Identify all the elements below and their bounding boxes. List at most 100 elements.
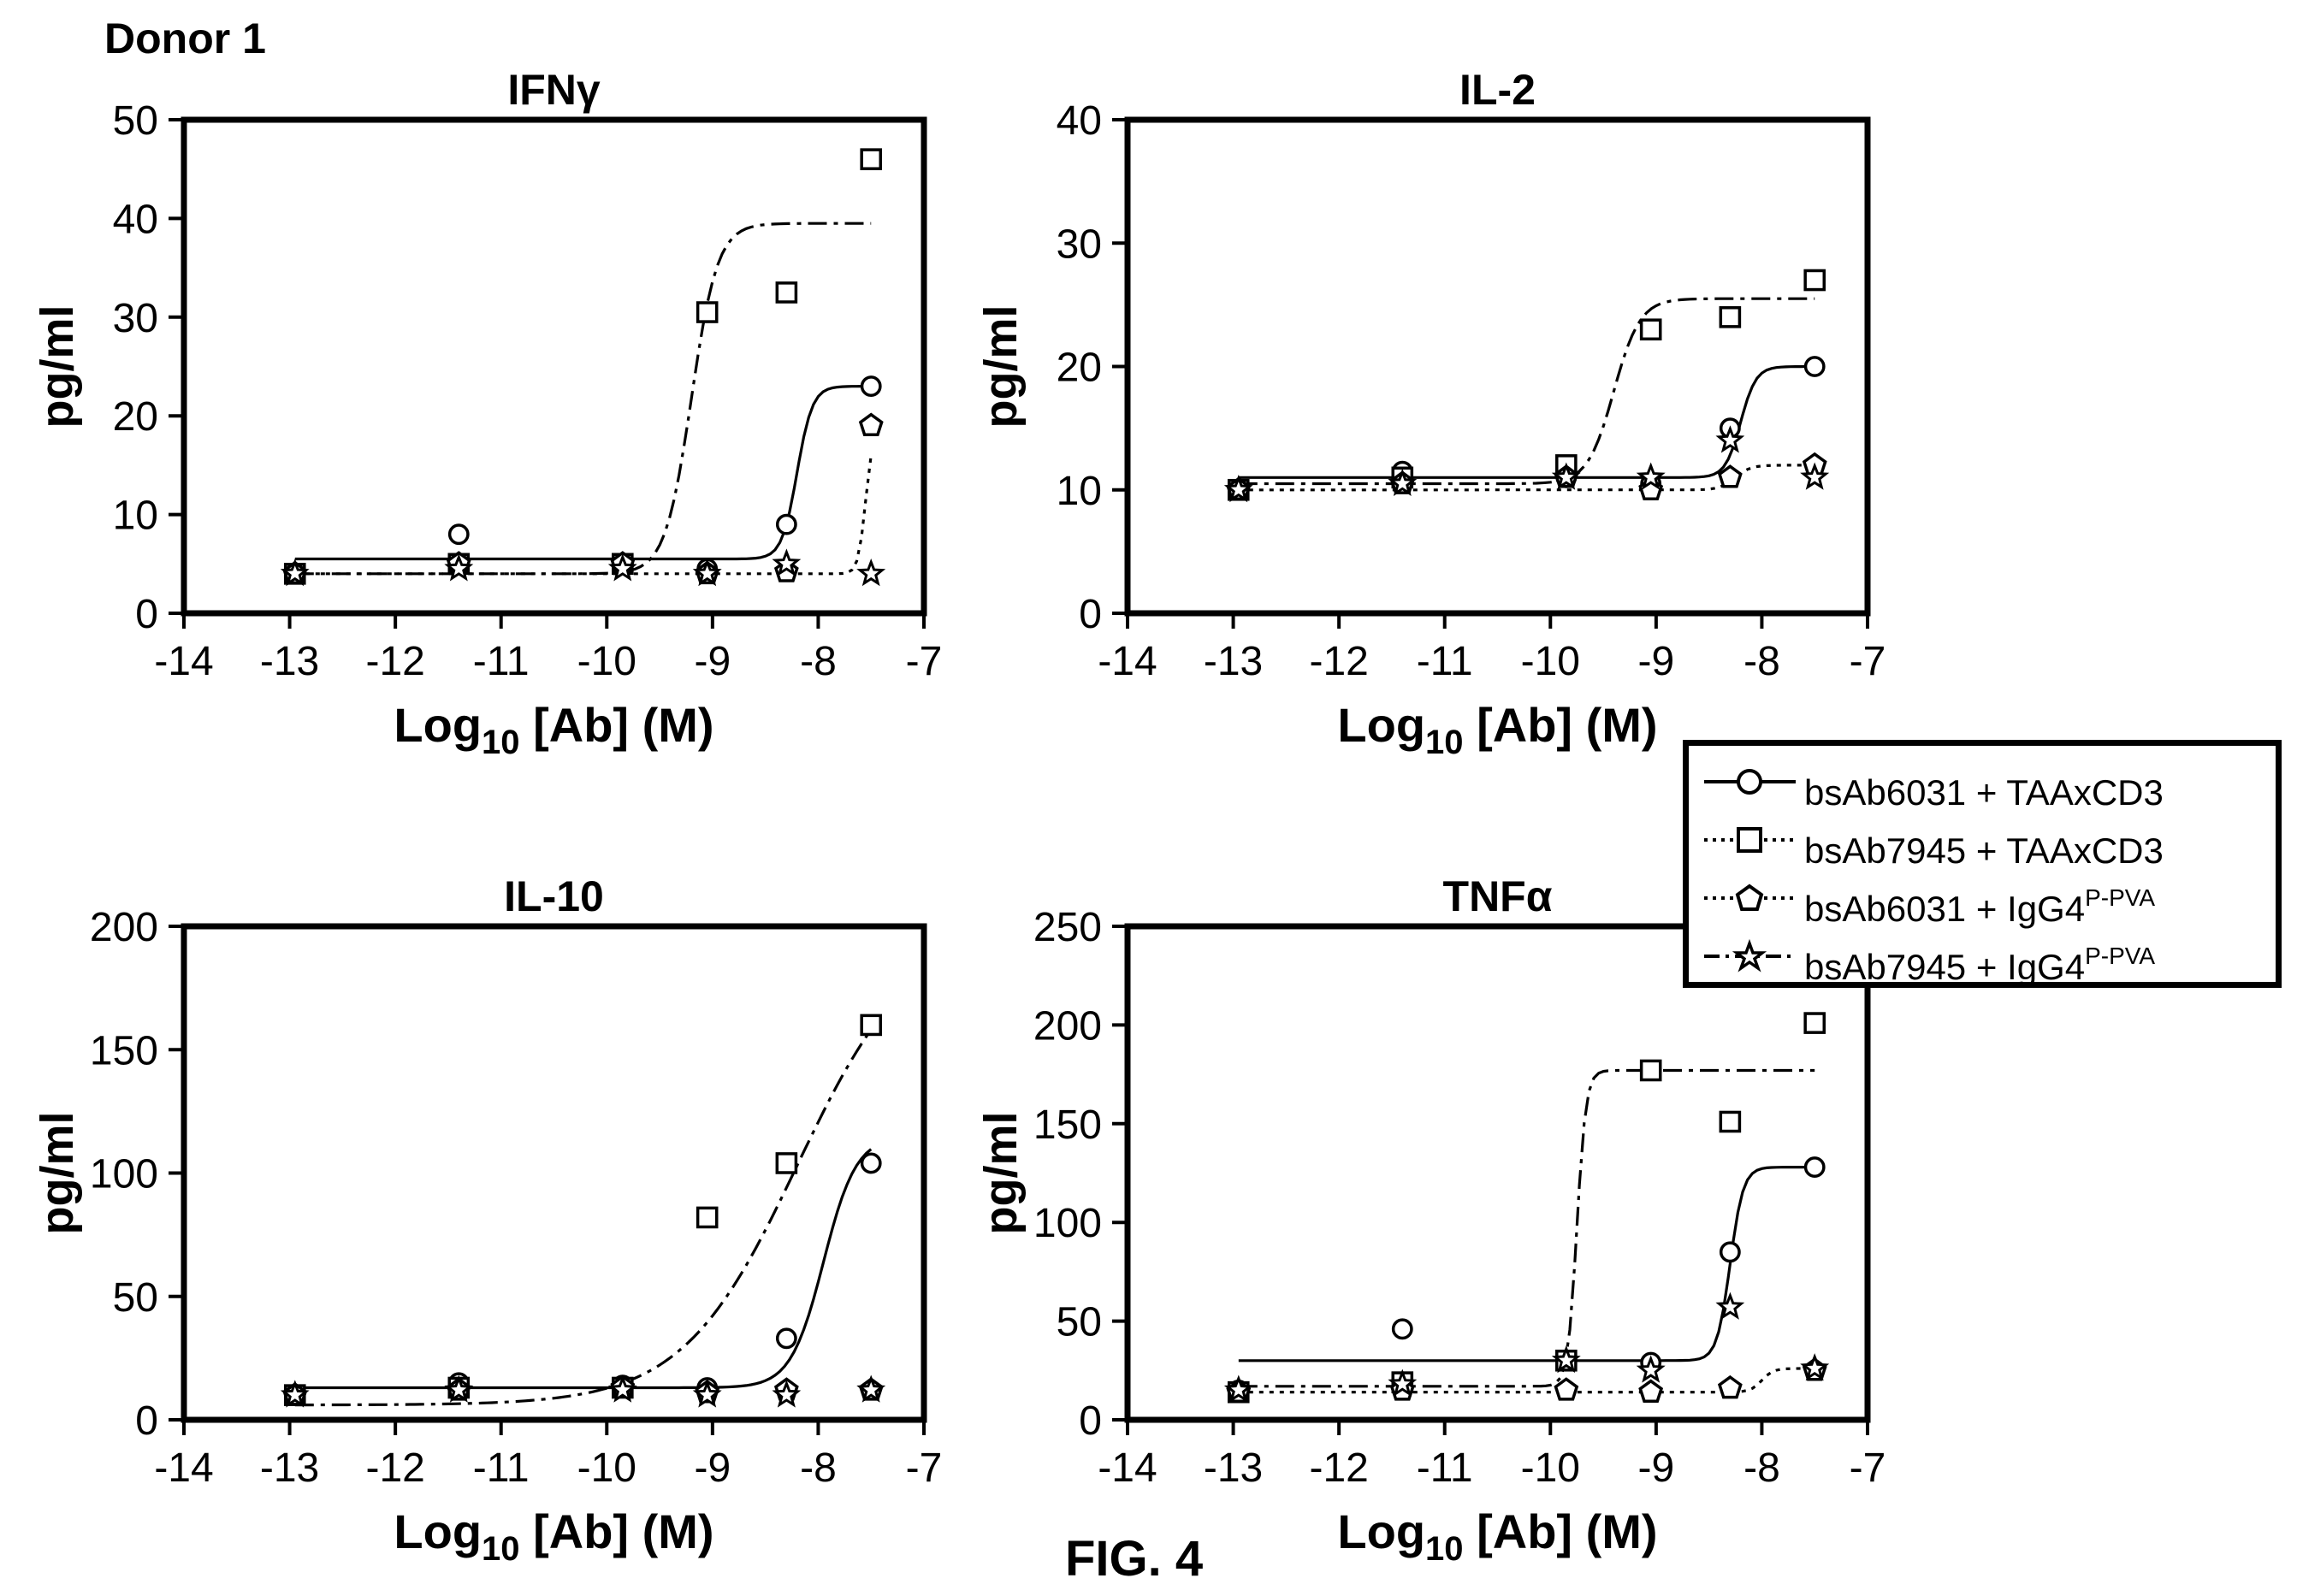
y-tick-label: 10 <box>1057 469 1102 514</box>
data-point-star <box>1223 474 1253 503</box>
y-axis-label: pg/ml <box>975 1112 1027 1235</box>
plot-frame <box>181 116 927 617</box>
legend-item-3: bsAb6031 + IgG4P-PVA <box>1689 874 2276 929</box>
x-tick-label: -7 <box>906 639 943 684</box>
data-point-square <box>1803 269 1826 292</box>
y-tick-label: 20 <box>113 394 158 440</box>
y-axis-label: pg/ml <box>32 305 83 429</box>
data-point-star <box>772 1380 802 1408</box>
legend-symbol-star <box>1704 938 1796 972</box>
data-point-star <box>607 1374 637 1403</box>
data-point-pentagon <box>858 412 884 437</box>
x-tick-label: -13 <box>260 639 319 684</box>
plot-frame <box>1124 116 1871 617</box>
chart-title: IFNγ <box>507 66 601 114</box>
y-tick-label: 0 <box>1079 592 1102 637</box>
plot-frame <box>1124 923 1871 1423</box>
x-tick-label: -12 <box>365 639 424 684</box>
data-point-star <box>1715 1292 1745 1320</box>
y-axis-label: pg/ml <box>975 305 1027 429</box>
data-point-pentagon <box>1638 1379 1664 1403</box>
y-tick-label: 0 <box>135 592 158 637</box>
x-tick-label: -7 <box>1850 639 1886 684</box>
legend-label: bsAb6031 + TAAxCD3 <box>1804 772 2164 813</box>
data-point-square <box>696 301 719 323</box>
data-point-circle <box>1803 1156 1826 1178</box>
x-tick-label: -9 <box>695 639 731 684</box>
y-tick-label: 30 <box>113 296 158 341</box>
y-tick-label: 200 <box>1033 1003 1102 1049</box>
data-point-pentagon <box>1717 464 1743 488</box>
y-tick-label: 150 <box>1033 1102 1102 1148</box>
data-point-star <box>1636 462 1666 490</box>
fit-curve-pentagon <box>294 455 873 576</box>
data-point-pentagon <box>1717 1374 1743 1399</box>
data-point-square <box>1639 1059 1662 1082</box>
data-point-star <box>772 548 802 576</box>
x-tick-label: -10 <box>1521 639 1580 684</box>
data-point-circle <box>775 1327 797 1350</box>
data-point-star <box>856 559 886 587</box>
x-tick-label: -14 <box>154 639 213 684</box>
data-point-star <box>280 1380 310 1408</box>
data-point-star <box>444 1374 474 1403</box>
x-axis-label: Log10 [Ab] (M) <box>394 698 713 761</box>
data-point-circle <box>775 513 797 535</box>
plot-frame <box>181 923 927 1423</box>
legend-item-1: bsAb6031 + TAAxCD3 <box>1689 758 2276 813</box>
data-point-square <box>775 1152 798 1174</box>
chart-1: IFNγ 0 10 20 30 40 50 -14 -13 -12 -11 -10 -9 -8 -7 pg/m… <box>32 66 942 761</box>
data-point-star <box>856 1374 886 1403</box>
x-tick-label: -12 <box>1309 639 1368 684</box>
chart-title: IL-10 <box>504 872 604 920</box>
x-tick-label: -10 <box>577 639 636 684</box>
data-point-star <box>1636 1355 1666 1383</box>
donor-label: Donor 1 <box>104 15 266 62</box>
chart-4: TNFα 0 50 100 150 200 250 -14 -13 -12 -11 -10 -9 -8 -7… <box>975 872 1886 1568</box>
x-tick-label: -8 <box>800 639 837 684</box>
x-tick-label: -10 <box>577 1445 636 1491</box>
data-point-star <box>692 1380 722 1408</box>
y-tick-label: 30 <box>1057 222 1102 267</box>
legend-symbol-circle <box>1704 769 1796 795</box>
y-tick-label: 50 <box>113 98 158 144</box>
x-tick-label: -14 <box>1098 639 1157 684</box>
x-tick-label: -7 <box>1850 1445 1886 1491</box>
x-tick-label: -11 <box>1417 1445 1473 1491</box>
fit-curve-square <box>294 222 872 576</box>
legend-symbol-pentagon <box>1704 884 1796 911</box>
x-tick-label: -13 <box>1204 639 1263 684</box>
data-point-star <box>444 553 474 582</box>
data-point-star <box>1800 1353 1830 1381</box>
chart-panels: IFNγ 0 10 20 30 40 50 -14 -13 -12 -11 -10 -9 -8 -7 pg/m… <box>32 66 1886 1568</box>
y-tick-label: 0 <box>135 1398 158 1444</box>
y-tick-label: 200 <box>90 905 158 950</box>
fit-curve-square <box>294 1028 873 1407</box>
data-point-square <box>1719 1110 1742 1133</box>
x-tick-label: -9 <box>1638 639 1675 684</box>
fit-curve-circle <box>294 1148 873 1390</box>
legend-label: bsAb7945 + TAAxCD3 <box>1804 831 2164 871</box>
y-tick-label: 10 <box>113 494 158 539</box>
data-point-star <box>1551 462 1581 490</box>
x-tick-label: -8 <box>800 1445 837 1491</box>
x-tick-label: -9 <box>1638 1445 1675 1491</box>
data-point-star <box>607 553 637 582</box>
x-tick-label: -8 <box>1743 639 1780 684</box>
data-point-square <box>775 281 798 304</box>
x-tick-label: -14 <box>154 1445 213 1491</box>
data-point-circle <box>1803 356 1826 377</box>
x-axis-label: Log10 [Ab] (M) <box>1337 698 1657 761</box>
y-axis-label: pg/ml <box>32 1112 83 1235</box>
data-point-circle <box>860 375 882 397</box>
x-tick-label: -13 <box>260 1445 319 1491</box>
x-tick-label: -9 <box>695 1445 731 1491</box>
x-tick-label: -7 <box>906 1445 943 1491</box>
legend-symbol-square <box>1704 827 1796 853</box>
x-tick-label: -8 <box>1743 1445 1780 1491</box>
x-tick-label: -11 <box>473 639 530 684</box>
chart-title: TNFα <box>1443 872 1553 920</box>
y-tick-label: 250 <box>1033 905 1102 950</box>
x-tick-label: -11 <box>1417 639 1473 684</box>
